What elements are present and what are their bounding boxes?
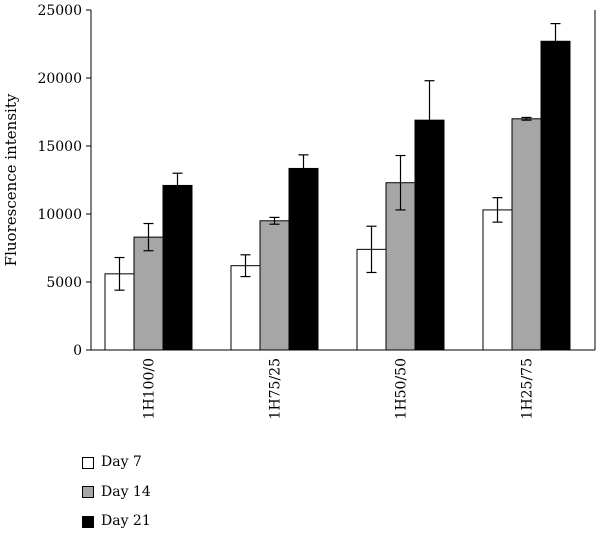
y-tick-label: 10000 bbox=[37, 207, 82, 223]
error-bar bbox=[550, 23, 561, 60]
error-bar bbox=[269, 216, 280, 225]
x-axis-labels: 1H100/0 1H75/25 1H50/50 1H25/75 bbox=[142, 358, 536, 419]
error-bar bbox=[172, 172, 183, 199]
y-axis-ticks: 0 5000 10000 15000 20000 25000 bbox=[37, 3, 91, 359]
y-tick-label: 25000 bbox=[37, 3, 82, 19]
error-bar bbox=[492, 197, 503, 223]
legend-swatch-day14 bbox=[82, 486, 94, 498]
x-tick-label: 1H50/50 bbox=[394, 358, 410, 419]
y-tick-label: 20000 bbox=[37, 71, 82, 87]
error-bars bbox=[114, 23, 561, 291]
bar-day14-1h7525 bbox=[259, 220, 290, 351]
y-axis-label: Fluorescence intensity bbox=[2, 93, 20, 266]
x-tick-label: 1H75/25 bbox=[268, 358, 284, 419]
legend-item-day21: Day 21 bbox=[82, 514, 151, 529]
legend-swatch-day21 bbox=[82, 515, 94, 528]
x-tick-label: 1H25/75 bbox=[520, 358, 536, 419]
bars bbox=[104, 40, 571, 351]
legend-label-day21: Day 21 bbox=[101, 513, 151, 529]
bar-day21-1h2575 bbox=[540, 40, 571, 351]
legend-label-day7: Day 7 bbox=[101, 454, 142, 470]
bar-chart: 0 5000 10000 15000 20000 25000 1H100/0 1H75/25… bbox=[2, 3, 596, 419]
bar-day7-1h2575 bbox=[482, 209, 513, 351]
error-bar bbox=[521, 116, 532, 121]
error-bar bbox=[114, 256, 125, 291]
error-bar bbox=[424, 80, 435, 161]
bar-day21-1h7525 bbox=[288, 167, 319, 351]
error-bar bbox=[240, 254, 251, 278]
legend-swatch-day7 bbox=[82, 456, 94, 469]
bar-day7-1h7525 bbox=[230, 265, 261, 351]
legend-item-day14: Day 14 bbox=[82, 483, 151, 500]
bar-day14-1h1000 bbox=[133, 236, 164, 351]
legend-item-day7: Day 7 bbox=[82, 455, 151, 470]
legend-label-day14: Day 14 bbox=[101, 483, 151, 500]
legend: Day 7 Day 14 Day 21 bbox=[82, 455, 151, 544]
error-bar bbox=[395, 154, 406, 211]
error-bar bbox=[298, 154, 309, 183]
error-bar bbox=[366, 225, 377, 274]
bar-day21-1h1000 bbox=[162, 184, 193, 351]
y-tick-label: 0 bbox=[73, 343, 82, 359]
y-tick-label: 5000 bbox=[46, 275, 82, 291]
x-tick-label: 1H100/0 bbox=[142, 358, 158, 419]
error-bar bbox=[143, 222, 154, 252]
y-tick-label: 15000 bbox=[37, 139, 82, 155]
bar-day14-1h2575 bbox=[511, 118, 542, 351]
